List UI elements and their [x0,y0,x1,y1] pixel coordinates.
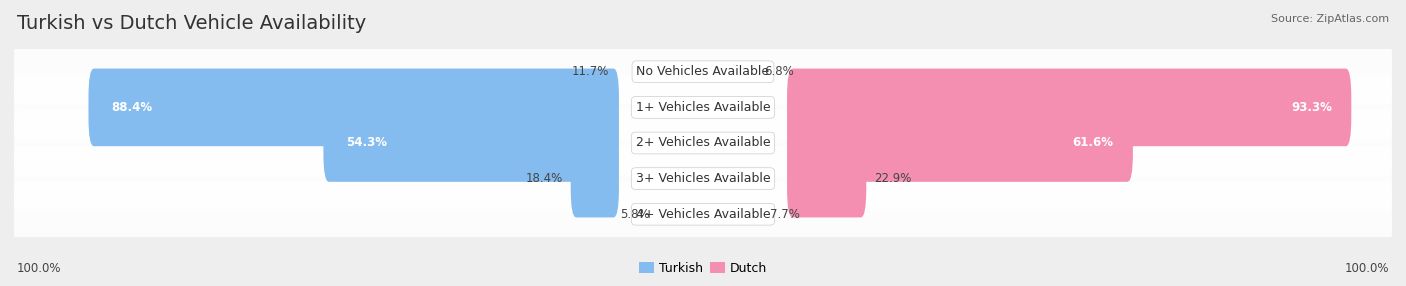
FancyBboxPatch shape [14,75,1392,140]
Text: 93.3%: 93.3% [1291,101,1331,114]
FancyBboxPatch shape [14,146,1392,211]
Text: 100.0%: 100.0% [17,262,62,275]
Text: 3+ Vehicles Available: 3+ Vehicles Available [636,172,770,185]
FancyBboxPatch shape [14,111,1392,175]
FancyBboxPatch shape [14,39,1392,104]
FancyBboxPatch shape [323,104,619,182]
Text: 11.7%: 11.7% [571,65,609,78]
Text: 6.8%: 6.8% [763,65,793,78]
Text: 54.3%: 54.3% [346,136,387,150]
Text: Turkish vs Dutch Vehicle Availability: Turkish vs Dutch Vehicle Availability [17,14,366,33]
Text: Source: ZipAtlas.com: Source: ZipAtlas.com [1271,14,1389,24]
FancyBboxPatch shape [14,182,1392,247]
Text: 4+ Vehicles Available: 4+ Vehicles Available [636,208,770,221]
FancyBboxPatch shape [89,69,619,146]
FancyBboxPatch shape [787,104,1133,182]
Legend: Turkish, Dutch: Turkish, Dutch [634,257,772,280]
Text: 7.7%: 7.7% [770,208,800,221]
Text: 5.8%: 5.8% [620,208,650,221]
FancyBboxPatch shape [571,140,619,217]
Text: No Vehicles Available: No Vehicles Available [637,65,769,78]
Text: 61.6%: 61.6% [1073,136,1114,150]
FancyBboxPatch shape [787,69,1351,146]
Text: 22.9%: 22.9% [875,172,912,185]
Text: 18.4%: 18.4% [526,172,562,185]
FancyBboxPatch shape [787,140,866,217]
Text: 100.0%: 100.0% [1344,262,1389,275]
Text: 1+ Vehicles Available: 1+ Vehicles Available [636,101,770,114]
Text: 88.4%: 88.4% [111,101,152,114]
Text: 2+ Vehicles Available: 2+ Vehicles Available [636,136,770,150]
